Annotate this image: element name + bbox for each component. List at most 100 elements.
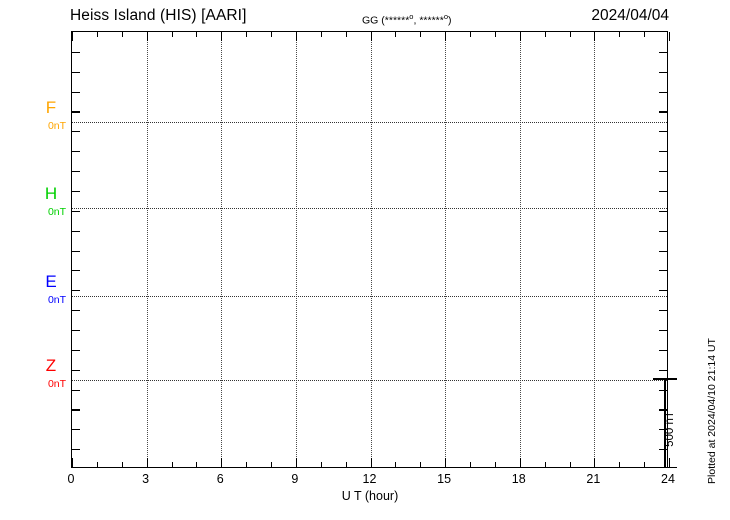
axis-tick-bottom xyxy=(246,462,248,467)
degree-sign-lat: o xyxy=(409,12,414,21)
scale-bar xyxy=(653,378,677,468)
axis-tick-right xyxy=(659,71,667,73)
component-label-z: Z xyxy=(45,356,57,376)
axis-tick-bottom xyxy=(171,462,173,467)
axis-tick-left xyxy=(72,349,80,351)
gg-open-paren: ( xyxy=(378,14,385,27)
axis-tick-top xyxy=(221,32,223,41)
scale-bar-bottom-cap xyxy=(653,466,677,468)
axis-tick-top xyxy=(445,32,447,41)
axis-tick-left xyxy=(72,111,80,113)
axis-tick-right xyxy=(659,389,667,391)
gg-close-paren: ) xyxy=(448,14,452,27)
x-axis-tick-label: 6 xyxy=(216,472,224,486)
x-axis-title: U T (hour) xyxy=(341,489,399,503)
page-title: Heiss Island (HIS) [AARI] xyxy=(70,7,247,24)
axis-tick-right xyxy=(659,250,667,252)
gg-label: GG xyxy=(362,14,379,27)
gridline-vertical xyxy=(445,32,447,467)
axis-tick-top xyxy=(370,32,372,41)
axis-tick-bottom xyxy=(320,462,322,467)
component-label-f: F xyxy=(45,98,57,118)
x-axis-tick-label: 12 xyxy=(362,472,377,486)
axis-tick-left xyxy=(72,290,80,292)
gg-latitude: ****** xyxy=(384,14,410,27)
axis-tick-bottom xyxy=(121,462,123,467)
axis-tick-left xyxy=(72,91,80,93)
axis-tick-bottom xyxy=(221,458,223,467)
axis-tick-bottom xyxy=(196,462,198,467)
axis-tick-top xyxy=(171,32,173,37)
axis-tick-right xyxy=(659,91,667,93)
axis-tick-bottom xyxy=(619,462,621,467)
x-axis-tick-label: 24 xyxy=(661,472,675,486)
axis-tick-left xyxy=(72,151,80,153)
axis-tick-right xyxy=(659,230,667,232)
axis-tick-right xyxy=(659,329,667,332)
gridline-vertical xyxy=(146,32,148,467)
axis-tick-right xyxy=(659,131,667,133)
axis-tick-left xyxy=(72,250,80,252)
plot-grid-layer xyxy=(72,32,671,467)
axis-tick-left xyxy=(72,429,80,431)
axis-tick-top xyxy=(494,32,496,37)
axis-tick-top xyxy=(72,32,74,41)
axis-tick-left xyxy=(72,310,80,312)
gg-longitude: ****** xyxy=(419,14,444,27)
axis-tick-left xyxy=(72,71,80,73)
axis-tick-left xyxy=(72,329,80,332)
axis-tick-top xyxy=(271,32,273,37)
x-axis-tick-label: 21 xyxy=(586,472,601,486)
plotted-at-timestamp: Plotted at 2024/04/10 21:14 UT xyxy=(706,338,718,484)
component-baseline-value-h: 0nT xyxy=(47,206,67,219)
gridline-vertical xyxy=(519,32,521,467)
axis-tick-right xyxy=(659,270,667,272)
baseline-f xyxy=(72,122,667,124)
axis-tick-right xyxy=(659,369,667,371)
axis-tick-top xyxy=(121,32,123,37)
axis-tick-bottom xyxy=(519,458,521,467)
axis-tick-right xyxy=(659,349,667,351)
axis-tick-bottom xyxy=(395,462,397,467)
axis-tick-right xyxy=(659,310,667,312)
component-baseline-value-f: 0nT xyxy=(47,120,67,133)
gg-separator: , xyxy=(413,14,420,27)
axis-tick-top xyxy=(96,32,98,37)
axis-tick-bottom xyxy=(295,458,297,467)
axis-tick-bottom xyxy=(370,458,372,467)
axis-tick-top xyxy=(569,32,571,37)
component-label-h: H xyxy=(44,184,58,204)
scale-bar-label: 500 nT xyxy=(664,411,676,447)
axis-tick-right xyxy=(659,290,667,292)
component-label-e: E xyxy=(45,271,57,291)
axis-tick-top xyxy=(146,32,148,41)
axis-tick-left xyxy=(72,409,80,411)
gridline-vertical xyxy=(221,32,223,467)
axis-tick-right xyxy=(659,210,667,212)
axis-tick-bottom xyxy=(72,458,74,467)
gridline-vertical xyxy=(594,32,596,467)
axis-tick-bottom xyxy=(544,462,546,467)
axis-tick-left xyxy=(72,51,80,53)
axis-tick-top xyxy=(246,32,248,37)
axis-tick-left xyxy=(72,210,80,212)
axis-tick-bottom xyxy=(271,462,273,467)
axis-tick-top xyxy=(470,32,472,37)
axis-tick-left xyxy=(72,131,80,133)
axis-tick-right xyxy=(659,151,667,153)
baseline-z xyxy=(72,380,667,382)
magnetogram-plot-area xyxy=(71,31,671,468)
gridline-vertical xyxy=(295,32,297,467)
x-axis-tick-label: 3 xyxy=(142,472,150,486)
x-axis-tick-label: 15 xyxy=(437,472,452,486)
axis-tick-top xyxy=(395,32,397,37)
axis-tick-top xyxy=(669,32,671,41)
axis-tick-top xyxy=(320,32,322,37)
axis-tick-left xyxy=(72,190,80,192)
axis-tick-bottom xyxy=(494,462,496,467)
baseline-e xyxy=(72,295,667,297)
axis-tick-top xyxy=(544,32,546,37)
axis-tick-top xyxy=(345,32,347,37)
axis-tick-left xyxy=(72,270,80,272)
axis-tick-left xyxy=(72,389,80,391)
